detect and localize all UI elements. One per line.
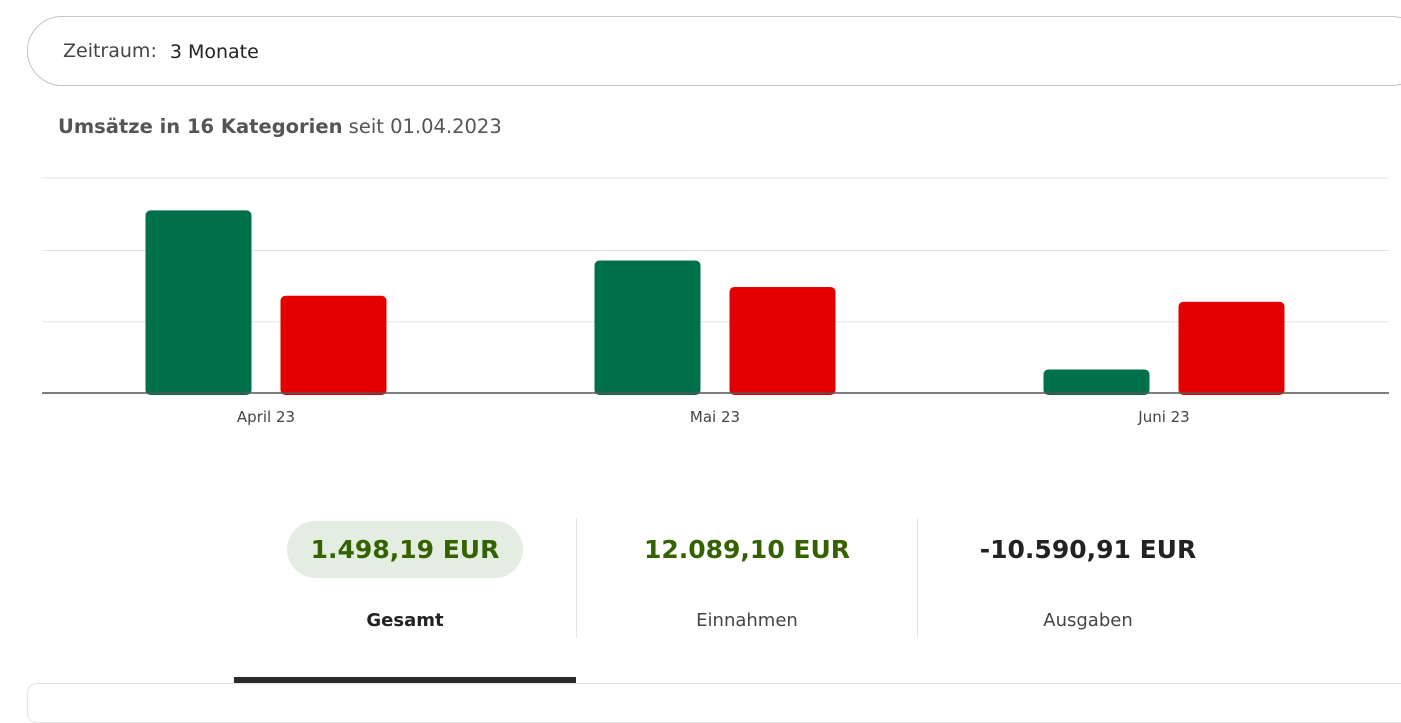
- chart-heading-bold: Umsätze in 16 Kategorien: [58, 115, 343, 138]
- summary-tabs: 1.498,19 EUR Gesamt 12.089,10 EUR Einnah…: [234, 518, 1344, 638]
- tab-total[interactable]: 1.498,19 EUR Gesamt: [234, 518, 576, 638]
- expense-label: Ausgaben: [1043, 610, 1133, 631]
- x-tick-label: April 23: [237, 408, 295, 426]
- bar-ausgaben-2[interactable]: [1178, 301, 1285, 395]
- x-tick-label: Mai 23: [690, 408, 740, 426]
- period-label: Zeitraum:: [63, 40, 157, 62]
- x-tick-label: Juni 23: [1137, 408, 1189, 426]
- period-value: 3 Monate: [169, 41, 259, 63]
- period-selector[interactable]: Zeitraum: 3 Monate: [27, 16, 1401, 86]
- chart-heading-date: seit 01.04.2023: [348, 115, 502, 138]
- expense-amount: -10.590,91 EUR: [979, 535, 1197, 564]
- income-label: Einnahmen: [696, 610, 798, 631]
- bar-einnahmen-0[interactable]: [145, 210, 252, 395]
- total-label: Gesamt: [366, 610, 444, 631]
- bar-ausgaben-1[interactable]: [729, 286, 836, 395]
- bar-chart: April 23 Mai 23 Juni 23: [42, 177, 1389, 426]
- tab-income[interactable]: 12.089,10 EUR Einnahmen: [576, 518, 917, 638]
- active-tab-indicator: [234, 677, 576, 683]
- chart-heading: Umsätze in 16 Kategorien seit 01.04.2023: [58, 115, 502, 138]
- bar-einnahmen-2[interactable]: [1043, 369, 1150, 395]
- income-amount: 12.089,10 EUR: [643, 535, 851, 564]
- bar-einnahmen-1[interactable]: [594, 260, 701, 395]
- tab-expense[interactable]: -10.590,91 EUR Ausgaben: [917, 518, 1258, 638]
- details-card: [27, 683, 1401, 723]
- bar-ausgaben-0[interactable]: [280, 295, 387, 395]
- total-amount: 1.498,19 EUR: [286, 521, 524, 578]
